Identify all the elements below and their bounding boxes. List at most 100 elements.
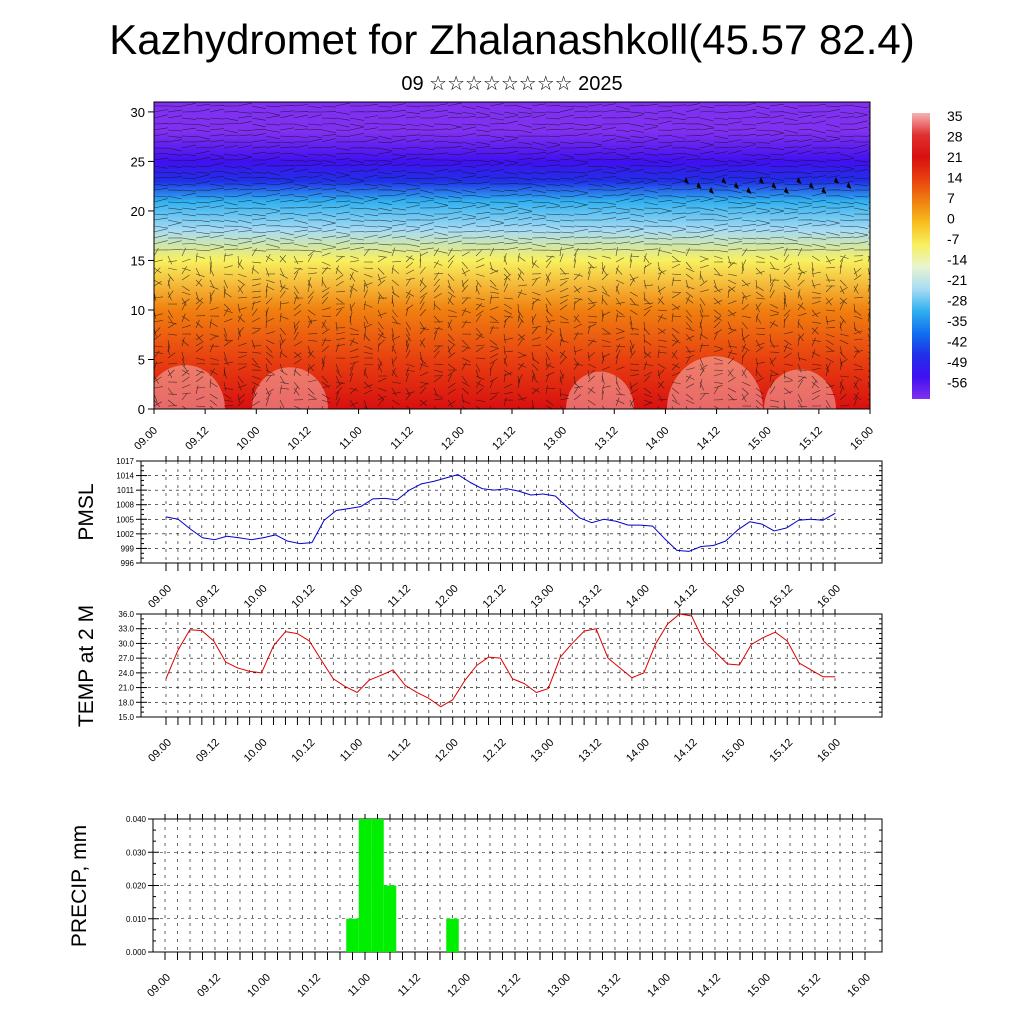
line-segment <box>559 643 573 658</box>
colorbar-label: 7 <box>947 190 955 206</box>
line-segment <box>579 517 592 524</box>
x-tick-label: 14.12 <box>672 583 700 611</box>
colorbar-label: -14 <box>947 252 967 268</box>
data-point <box>761 523 763 525</box>
data-point <box>494 489 495 491</box>
line-segment <box>640 524 653 527</box>
data-point <box>739 664 740 666</box>
x-tick-label: 10.00 <box>234 425 262 453</box>
line-segment <box>643 643 657 674</box>
precip-bar <box>383 885 397 952</box>
x-tick-label: 11.12 <box>386 737 413 764</box>
line-segment <box>524 683 537 693</box>
streamline-row <box>154 372 870 391</box>
x-tick-label: 12.00 <box>433 737 461 765</box>
x-tick-label: 15.00 <box>720 737 748 765</box>
data-point <box>834 676 836 678</box>
line-segment <box>810 669 824 678</box>
data-point <box>607 657 609 659</box>
temperature-panel: 15.0 18.0 21.0 24.0 27.0 30.0 33.0 36.0 09.00 09.… <box>75 605 883 765</box>
chart-title: Kazhydromet for Zhalanashkoll(45.57 82.4… <box>109 16 915 63</box>
wind-barb <box>809 182 814 189</box>
x-tick-label: 11.00 <box>337 425 364 452</box>
x-tick-label: 09.00 <box>146 583 174 611</box>
data-point <box>225 661 227 663</box>
line-segment <box>237 667 250 672</box>
data-point <box>554 495 556 497</box>
line-segment <box>380 669 394 676</box>
y-tick-label: 0.020 <box>126 882 147 891</box>
precip-bar <box>446 918 459 952</box>
data-point <box>530 494 532 496</box>
streamline-row <box>154 331 870 350</box>
data-point <box>348 508 349 509</box>
data-point <box>679 613 681 615</box>
y-tick-label: 0.010 <box>126 915 147 924</box>
line-segment <box>416 692 430 699</box>
line-segment <box>469 481 483 490</box>
line-segment <box>452 680 466 701</box>
data-point <box>664 538 666 540</box>
data-point <box>452 699 454 701</box>
line-segment <box>554 495 568 508</box>
line-segment <box>433 477 446 482</box>
x-tick-label: 15.00 <box>745 972 773 1000</box>
wind-barb <box>709 187 714 194</box>
streamline-row <box>154 120 870 128</box>
x-tick-label: 11.12 <box>386 583 413 610</box>
y-tick-label: 25 <box>131 154 145 169</box>
wind-barb <box>796 177 802 184</box>
line-segment <box>356 679 370 693</box>
line-segment <box>409 483 422 491</box>
data-point <box>652 525 653 527</box>
x-tick-label: 14.12 <box>672 737 700 765</box>
data-point <box>703 640 704 642</box>
line-segment <box>189 629 202 632</box>
line-segment <box>225 661 238 669</box>
pmsl-panel: 996 999 1002 1005 1008 1011 1014 1017 09.00 09.12… <box>75 456 883 611</box>
data-point <box>725 540 726 542</box>
data-point <box>360 506 362 508</box>
data-point <box>332 678 334 680</box>
line-segment <box>536 688 549 693</box>
data-point <box>237 667 239 669</box>
data-point <box>189 528 191 530</box>
data-point <box>202 537 203 539</box>
colorbar-label: -21 <box>947 272 967 288</box>
y-tick-label: 15.0 <box>118 713 134 722</box>
streamline-row <box>154 325 870 344</box>
data-point <box>518 490 520 492</box>
line-segment <box>738 644 752 666</box>
line-segment <box>488 656 501 659</box>
line-segment <box>761 523 775 532</box>
data-point <box>201 630 203 632</box>
wind-barb <box>821 187 827 194</box>
streamline-row <box>154 246 870 254</box>
line-segment <box>584 628 597 632</box>
data-point <box>457 474 459 475</box>
x-tick-label: 15.12 <box>767 737 795 765</box>
x-tick-label: 15.12 <box>795 972 823 1000</box>
line-segment <box>440 699 453 708</box>
data-point <box>786 640 788 642</box>
line-segment <box>392 669 406 686</box>
x-tick-label: 13.00 <box>541 425 569 453</box>
line-segment <box>518 490 532 496</box>
streamline-row <box>154 265 870 284</box>
x-tick-label: 13.00 <box>545 972 573 1000</box>
data-point <box>408 489 410 491</box>
data-point <box>428 697 430 699</box>
data-point <box>688 550 690 552</box>
line-segment <box>261 645 274 674</box>
line-segment <box>664 538 678 551</box>
x-tick-label: 14.00 <box>624 737 652 765</box>
line-segment <box>667 613 681 625</box>
x-tick-label: 12.12 <box>481 737 509 765</box>
x-tick-label: 13.12 <box>592 425 620 453</box>
data-point <box>261 672 262 674</box>
y-tick-label: 30.0 <box>118 639 134 648</box>
colorbar-label: -7 <box>947 231 960 247</box>
surface-warm-spots <box>154 356 836 409</box>
y-tick-label: 30 <box>131 105 145 120</box>
line-segment <box>751 637 764 645</box>
